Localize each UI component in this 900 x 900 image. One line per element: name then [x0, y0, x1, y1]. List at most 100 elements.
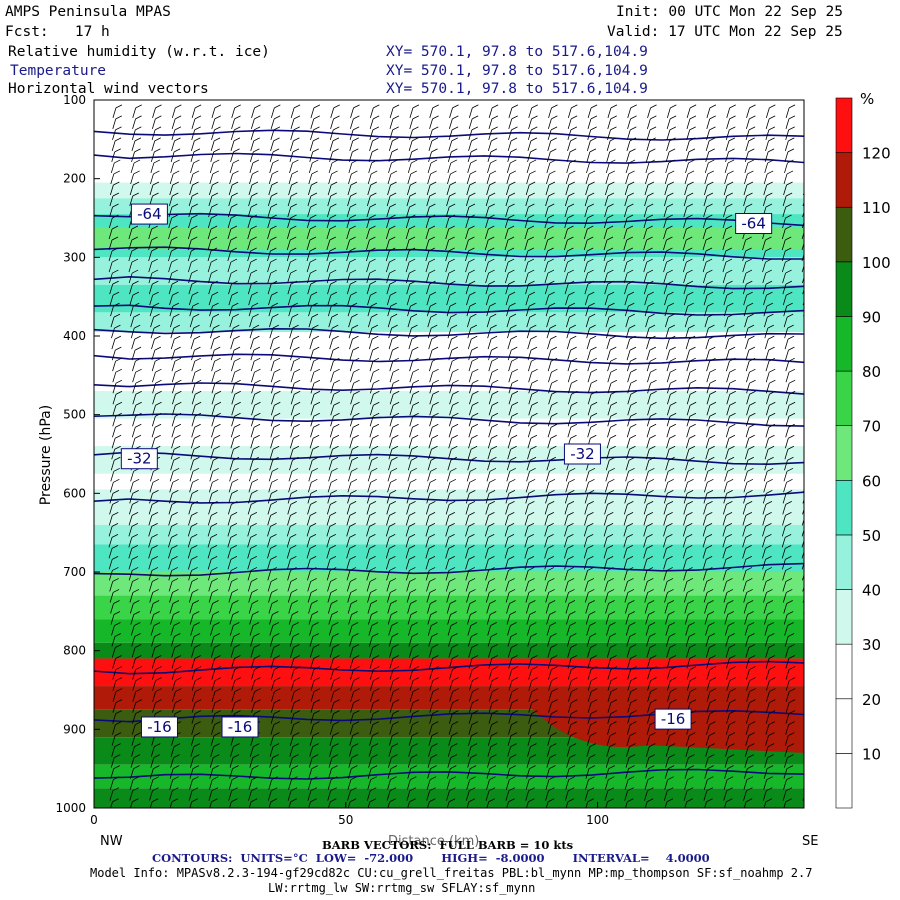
wind-barb — [407, 757, 412, 768]
wind-barb — [749, 401, 756, 406]
contour-label: -16 — [228, 718, 253, 736]
wind-barb — [229, 757, 234, 768]
wind-barb — [510, 434, 518, 439]
wind-barb — [452, 368, 459, 373]
wind-barb — [484, 526, 489, 537]
wind-barb — [649, 633, 656, 637]
wind-barb — [683, 195, 688, 207]
wind-barb — [669, 335, 676, 340]
wind-barb — [329, 129, 334, 141]
wind-barb — [546, 625, 551, 636]
wind-barb — [155, 699, 162, 703]
wind-barb — [707, 467, 714, 472]
wind-barb — [311, 600, 318, 604]
wind-barb — [392, 346, 399, 351]
wind-barb — [628, 754, 636, 759]
wind-barb — [649, 137, 656, 142]
wind-barb — [511, 401, 519, 406]
wind-barb — [412, 699, 420, 703]
wind-barb — [549, 313, 556, 318]
wind-barb — [428, 225, 436, 230]
wind-barb — [805, 747, 808, 757]
wind-barb — [169, 603, 174, 614]
wind-barb — [487, 140, 492, 152]
wind-barb — [152, 489, 159, 494]
wind-barb — [388, 151, 393, 163]
wind-barb — [429, 798, 436, 803]
wind-barb — [531, 115, 538, 120]
wind-barb — [247, 250, 252, 262]
wind-barb — [112, 118, 117, 129]
wind-barb — [269, 636, 274, 647]
wind-barb — [722, 526, 727, 537]
wind-barb — [329, 214, 337, 219]
wind-barb — [686, 383, 691, 394]
wind-barb — [725, 140, 730, 152]
wind-barb — [425, 217, 430, 229]
wind-barb — [530, 732, 538, 736]
wind-barb — [785, 691, 790, 702]
wind-barb — [267, 526, 271, 537]
wind-barb — [508, 192, 516, 197]
wind-barb — [231, 203, 238, 208]
wind-barb — [271, 787, 278, 792]
wind-barb — [409, 512, 416, 516]
wind-barb — [392, 434, 399, 439]
wind-barb — [310, 291, 318, 296]
wind-barb — [153, 611, 160, 615]
wind-barb — [310, 203, 317, 208]
wind-barb — [644, 603, 649, 614]
wind-barb — [686, 118, 691, 129]
wind-barb — [584, 206, 589, 218]
wind-barb — [429, 181, 437, 186]
wind-barb — [666, 107, 671, 118]
wind-barb — [609, 743, 616, 747]
wind-barb — [742, 250, 747, 262]
y-tick-label: 1000 — [55, 801, 86, 815]
wind-barb — [609, 732, 617, 736]
wind-barb — [625, 173, 629, 185]
wind-barb — [112, 567, 119, 571]
wind-barb — [665, 625, 670, 636]
wind-barb — [292, 743, 300, 747]
wind-barb — [607, 269, 614, 274]
wind-barb — [605, 757, 610, 768]
wind-barb — [604, 482, 609, 493]
wind-barb — [448, 416, 453, 427]
wind-barb — [544, 283, 549, 295]
wind-barb — [172, 765, 180, 770]
wind-barb — [767, 456, 774, 461]
wind-barb — [527, 735, 532, 746]
wind-barb — [385, 250, 390, 262]
wind-barb — [331, 170, 338, 175]
wind-barb — [504, 548, 509, 559]
wind-barb — [272, 170, 279, 175]
wind-barb — [371, 170, 378, 175]
wind-barb — [311, 611, 319, 615]
wind-barb — [469, 291, 476, 296]
wind-barb — [370, 394, 374, 405]
wind-barb — [411, 732, 419, 736]
wind-barb — [508, 669, 513, 680]
wind-barb — [783, 184, 787, 196]
wind-barb — [666, 416, 671, 427]
wind-barb — [407, 603, 411, 614]
wind-barb — [629, 335, 636, 340]
wind-barb — [529, 600, 536, 604]
wind-barb — [666, 258, 673, 263]
wind-barb — [564, 515, 569, 526]
wind-barb — [250, 203, 258, 208]
wind-barb — [745, 636, 749, 647]
wind-barb — [132, 787, 139, 792]
wind-barb — [707, 313, 715, 318]
wind-barb — [664, 592, 668, 603]
wind-barb — [527, 647, 532, 658]
wind-barb — [511, 115, 518, 120]
wind-barb — [469, 589, 476, 593]
wind-barb — [587, 361, 592, 372]
wind-barb — [134, 346, 142, 351]
wind-barb — [564, 581, 569, 592]
wind-barb — [191, 567, 198, 571]
wind-barb — [269, 460, 274, 471]
wind-barb — [425, 515, 430, 526]
